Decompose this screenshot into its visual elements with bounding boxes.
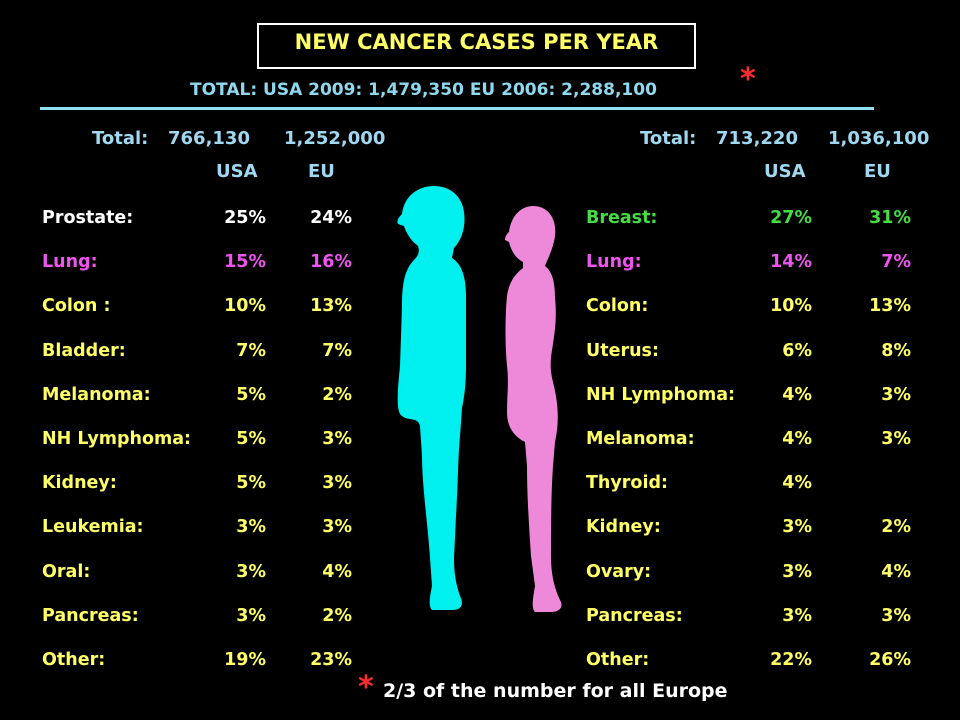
men-eu-percent: 3% bbox=[322, 473, 352, 494]
men-eu-percent: 24% bbox=[310, 208, 352, 228]
men-cancer-name: Pancreas: bbox=[42, 605, 139, 626]
women-cancer-name: Other: bbox=[586, 650, 650, 670]
men-eu-percent: 7% bbox=[322, 340, 352, 361]
men-eu-percent: 4% bbox=[322, 561, 352, 582]
men-cancer-name: Leukemia: bbox=[42, 517, 144, 538]
men-usa-percent: 3% bbox=[236, 517, 266, 538]
men-eu-percent: 3% bbox=[322, 517, 352, 538]
footnote-text: 2/3 of the number for all Europe bbox=[383, 680, 728, 702]
men-col-usa: USA bbox=[216, 161, 258, 182]
men-usa-percent: 7% bbox=[236, 340, 266, 361]
divider-line bbox=[40, 107, 874, 110]
women-eu-percent: 2% bbox=[881, 517, 911, 538]
women-eu-percent: 26% bbox=[869, 650, 911, 670]
women-usa-percent: 14% bbox=[770, 252, 812, 273]
men-cancer-name: NH Lymphoma: bbox=[42, 429, 192, 449]
men-eu-percent: 2% bbox=[322, 605, 352, 626]
women-usa-percent: 4% bbox=[782, 473, 812, 494]
women-cancer-name: NH Lymphoma: bbox=[586, 384, 736, 405]
men-usa-percent: 5% bbox=[236, 473, 266, 494]
women-eu-percent: 7% bbox=[881, 252, 911, 273]
women-cancer-name: Melanoma: bbox=[586, 429, 695, 449]
women-cancer-name: Thyroid: bbox=[586, 473, 668, 494]
men-usa-percent: 10% bbox=[224, 296, 266, 317]
men-total-label: Total: bbox=[92, 128, 149, 149]
women-cancer-name: Ovary: bbox=[586, 561, 652, 582]
women-eu-percent: 3% bbox=[881, 605, 911, 626]
women-eu-percent: 8% bbox=[881, 340, 911, 361]
women-usa-percent: 10% bbox=[770, 296, 812, 317]
women-usa-percent: 27% bbox=[770, 208, 812, 228]
women-cancer-name: Pancreas: bbox=[586, 605, 683, 626]
totals-subtitle: TOTAL: USA 2009: 1,479,350 EU 2006: 2,28… bbox=[190, 80, 657, 100]
men-usa-percent: 19% bbox=[224, 650, 266, 670]
women-eu-percent: 3% bbox=[881, 429, 911, 449]
women-eu-percent: 13% bbox=[869, 296, 911, 317]
men-total-eu: 1,252,000 bbox=[284, 128, 386, 149]
men-eu-percent: 2% bbox=[322, 384, 352, 405]
men-cancer-name: Colon : bbox=[42, 296, 111, 317]
men-cancer-name: Oral: bbox=[42, 561, 91, 582]
women-usa-percent: 6% bbox=[782, 340, 812, 361]
women-cancer-name: Kidney: bbox=[586, 517, 661, 538]
women-eu-percent: 31% bbox=[869, 208, 911, 228]
women-eu-percent: 4% bbox=[881, 561, 911, 582]
women-total-usa: 713,220 bbox=[716, 128, 798, 149]
women-col-eu: EU bbox=[864, 161, 891, 182]
men-usa-percent: 25% bbox=[224, 208, 266, 228]
women-total-label: Total: bbox=[640, 128, 697, 149]
men-eu-percent: 23% bbox=[310, 650, 352, 670]
women-cancer-name: Breast: bbox=[586, 208, 658, 228]
women-usa-percent: 22% bbox=[770, 650, 812, 670]
slide-title: NEW CANCER CASES PER YEAR bbox=[294, 30, 659, 54]
women-usa-percent: 3% bbox=[782, 561, 812, 582]
men-usa-percent: 3% bbox=[236, 605, 266, 626]
footnote-asterisk: * bbox=[358, 670, 374, 705]
men-eu-percent: 13% bbox=[310, 296, 352, 317]
men-total-usa: 766,130 bbox=[168, 128, 250, 149]
asterisk-mark: * bbox=[740, 62, 756, 97]
men-cancer-name: Other: bbox=[42, 650, 106, 670]
women-cancer-name: Lung: bbox=[586, 252, 642, 273]
women-total-eu: 1,036,100 bbox=[828, 128, 930, 149]
men-eu-percent: 3% bbox=[322, 429, 352, 449]
men-usa-percent: 5% bbox=[236, 429, 266, 449]
men-cancer-name: Prostate: bbox=[42, 208, 134, 228]
women-usa-percent: 3% bbox=[782, 605, 812, 626]
men-usa-percent: 5% bbox=[236, 384, 266, 405]
women-usa-percent: 3% bbox=[782, 517, 812, 538]
men-eu-percent: 16% bbox=[310, 252, 352, 273]
women-usa-percent: 4% bbox=[782, 384, 812, 405]
title-box bbox=[257, 23, 696, 69]
female-silhouette-icon bbox=[505, 206, 562, 612]
male-silhouette-icon bbox=[397, 186, 466, 610]
men-usa-percent: 3% bbox=[236, 561, 266, 582]
women-cancer-name: Uterus: bbox=[586, 340, 659, 361]
women-col-usa: USA bbox=[764, 161, 806, 182]
men-cancer-name: Lung: bbox=[42, 252, 98, 273]
women-eu-percent: 3% bbox=[881, 384, 911, 405]
women-usa-percent: 4% bbox=[782, 429, 812, 449]
men-cancer-name: Kidney: bbox=[42, 473, 117, 494]
women-cancer-name: Colon: bbox=[586, 296, 649, 317]
men-cancer-name: Bladder: bbox=[42, 340, 126, 361]
men-usa-percent: 15% bbox=[224, 252, 266, 273]
men-col-eu: EU bbox=[308, 161, 335, 182]
men-cancer-name: Melanoma: bbox=[42, 384, 151, 405]
